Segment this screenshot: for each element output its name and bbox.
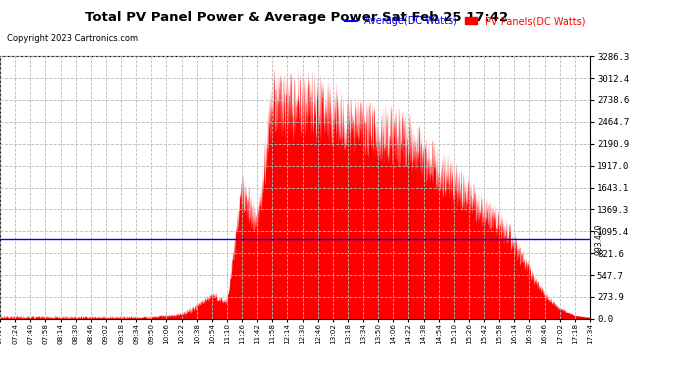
Text: Total PV Panel Power & Average Power Sat Feb 25 17:42: Total PV Panel Power & Average Power Sat… (85, 11, 509, 24)
Text: 993.420: 993.420 (595, 224, 604, 255)
Text: Copyright 2023 Cartronics.com: Copyright 2023 Cartronics.com (7, 34, 138, 43)
Legend: Average(DC Watts), PV Panels(DC Watts): Average(DC Watts), PV Panels(DC Watts) (345, 16, 585, 26)
